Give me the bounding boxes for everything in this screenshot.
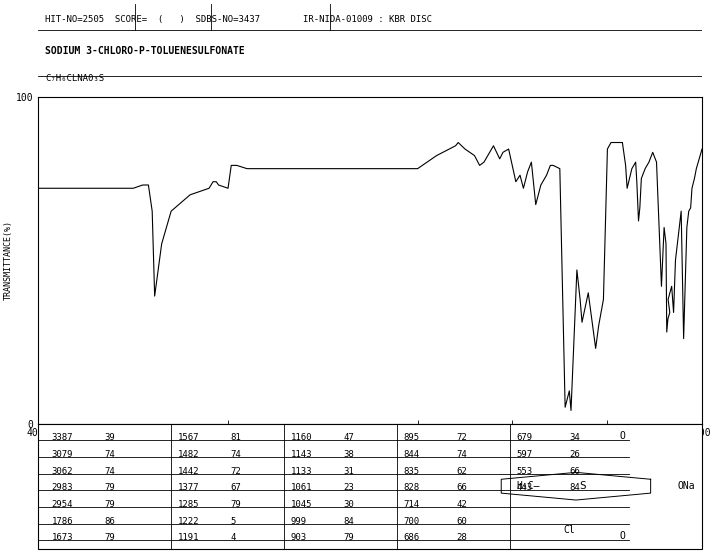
Y-axis label: TRANSMITTANCE(%): TRANSMITTANCE(%) xyxy=(4,220,13,300)
Text: 999: 999 xyxy=(290,517,307,526)
Text: H₃C—: H₃C— xyxy=(516,481,540,491)
Text: 443: 443 xyxy=(516,483,533,492)
Text: 74: 74 xyxy=(105,467,116,476)
Text: 86: 86 xyxy=(105,517,116,526)
Text: 30: 30 xyxy=(344,500,355,509)
Text: 1061: 1061 xyxy=(290,483,312,492)
Text: 66: 66 xyxy=(456,483,467,492)
Text: 1143: 1143 xyxy=(290,450,312,459)
Text: ONa: ONa xyxy=(678,481,696,491)
Text: 4: 4 xyxy=(231,534,236,542)
Text: 79: 79 xyxy=(344,534,355,542)
Text: 72: 72 xyxy=(456,433,467,442)
Text: 679: 679 xyxy=(516,433,533,442)
Text: 74: 74 xyxy=(105,450,116,459)
Text: 1442: 1442 xyxy=(178,467,199,476)
Text: 42: 42 xyxy=(456,500,467,509)
Text: 3387: 3387 xyxy=(51,433,73,442)
Text: 844: 844 xyxy=(403,450,420,459)
Text: O: O xyxy=(619,531,626,541)
Text: 686: 686 xyxy=(403,534,420,542)
Text: 1045: 1045 xyxy=(290,500,312,509)
Text: 700: 700 xyxy=(403,517,420,526)
Text: 26: 26 xyxy=(569,450,580,459)
Text: 62: 62 xyxy=(456,467,467,476)
Text: 79: 79 xyxy=(105,500,116,509)
Text: S: S xyxy=(579,481,586,491)
Text: 597: 597 xyxy=(516,450,533,459)
Text: 3062: 3062 xyxy=(51,467,73,476)
Text: 74: 74 xyxy=(456,450,467,459)
Text: 903: 903 xyxy=(290,534,307,542)
Text: 79: 79 xyxy=(105,534,116,542)
Text: 2983: 2983 xyxy=(51,483,73,492)
Text: 1482: 1482 xyxy=(178,450,199,459)
Text: Cl: Cl xyxy=(563,525,575,535)
Text: SODIUM 3-CHLORO-P-TOLUENESULFONATE: SODIUM 3-CHLORO-P-TOLUENESULFONATE xyxy=(45,46,245,56)
Text: 1285: 1285 xyxy=(178,500,199,509)
Text: 1133: 1133 xyxy=(290,467,312,476)
Text: 835: 835 xyxy=(403,467,420,476)
Text: 39: 39 xyxy=(105,433,116,442)
Text: 79: 79 xyxy=(105,483,116,492)
Text: 38: 38 xyxy=(344,450,355,459)
Text: 1222: 1222 xyxy=(178,517,199,526)
Text: 66: 66 xyxy=(569,467,580,476)
Text: 1160: 1160 xyxy=(290,433,312,442)
X-axis label: WAVENUMBER(-1): WAVENUMBER(-1) xyxy=(329,441,411,451)
Text: 60: 60 xyxy=(456,517,467,526)
Text: 3079: 3079 xyxy=(51,450,73,459)
Text: 84: 84 xyxy=(344,517,355,526)
Text: 79: 79 xyxy=(231,500,242,509)
Text: 47: 47 xyxy=(344,433,355,442)
Text: 1673: 1673 xyxy=(51,534,73,542)
Text: 553: 553 xyxy=(516,467,533,476)
Text: 67: 67 xyxy=(231,483,242,492)
Text: 72: 72 xyxy=(231,467,242,476)
FancyBboxPatch shape xyxy=(39,424,702,549)
Text: 31: 31 xyxy=(344,467,355,476)
Text: 81: 81 xyxy=(231,433,242,442)
Text: O: O xyxy=(619,431,626,441)
Text: 1191: 1191 xyxy=(178,534,199,542)
Text: 34: 34 xyxy=(569,433,580,442)
Text: 1786: 1786 xyxy=(51,517,73,526)
Text: 28: 28 xyxy=(456,534,467,542)
Text: 828: 828 xyxy=(403,483,420,492)
Text: 1567: 1567 xyxy=(178,433,199,442)
Text: HIT-NO=2505  SCORE=  (   )  SDBS-NO=3437        IR-NIDA-01009 : KBR DISC: HIT-NO=2505 SCORE= ( ) SDBS-NO=3437 IR-N… xyxy=(45,15,432,24)
Text: 5: 5 xyxy=(231,517,236,526)
Text: 84: 84 xyxy=(569,483,580,492)
Text: 895: 895 xyxy=(403,433,420,442)
Text: 74: 74 xyxy=(231,450,242,459)
Text: 2954: 2954 xyxy=(51,500,73,509)
Text: C₇H₆CLNA0₃S: C₇H₆CLNA0₃S xyxy=(45,74,104,83)
Text: 23: 23 xyxy=(344,483,355,492)
Text: 714: 714 xyxy=(403,500,420,509)
Text: 1377: 1377 xyxy=(178,483,199,492)
